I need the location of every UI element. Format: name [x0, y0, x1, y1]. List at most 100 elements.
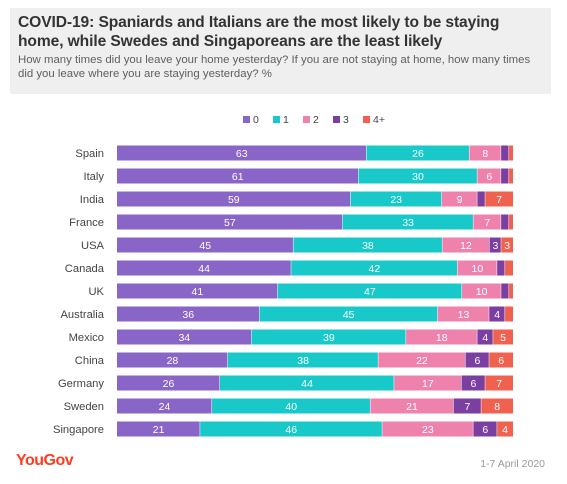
bar-segment-india-3 — [477, 191, 486, 207]
legend: 0 1 2 3 4+ — [243, 114, 385, 126]
chart-subtitle: How many times did you leave your home y… — [18, 54, 531, 80]
data-label-india-1: 23 — [390, 194, 402, 206]
data-label-usa-2: 12 — [460, 240, 472, 252]
data-label-australia-0: 36 — [182, 309, 194, 321]
bar-segment-usa-4plus — [501, 237, 513, 253]
bar-segment-canada-4plus — [505, 260, 513, 276]
data-label-italy-1: 30 — [412, 171, 424, 183]
legend-label-2: 2 — [313, 114, 319, 126]
bar-segment-mexico-3 — [477, 329, 494, 345]
data-label-mexico-3: 4 — [482, 332, 488, 344]
data-label-spain-0: 63 — [236, 148, 248, 160]
bar-segment-france-3 — [501, 214, 510, 230]
data-label-germany-1: 44 — [301, 378, 313, 390]
bar-segment-germany-4plus — [485, 375, 513, 391]
bar-segment-germany-3 — [461, 375, 486, 391]
data-label-germany-0: 26 — [163, 378, 175, 390]
bar-segment-australia-2 — [437, 306, 490, 322]
bar-segment-canada-3 — [497, 260, 506, 276]
data-label-germany-3: 6 — [470, 378, 476, 390]
bar-segment-australia-3 — [489, 306, 506, 322]
data-label-france-0: 57 — [224, 217, 236, 229]
data-label-singapore-2: 23 — [422, 424, 434, 436]
legend-label-1: 1 — [283, 114, 289, 126]
data-label-sweden-1: 40 — [285, 401, 297, 413]
yougov-logo: YouGov — [16, 452, 74, 469]
bar-segment-usa-0 — [117, 237, 294, 253]
data-label-france-1: 33 — [402, 217, 414, 229]
category-label-china: China — [75, 355, 105, 367]
data-label-sweden-0: 24 — [159, 401, 171, 413]
data-label-france-2: 7 — [484, 217, 490, 229]
legend-swatch-1 — [273, 116, 280, 123]
bar-segment-usa-3 — [489, 237, 502, 253]
data-label-canada-2: 10 — [472, 263, 484, 275]
bar-segment-usa-1 — [293, 237, 443, 253]
data-label-mexico-1: 39 — [323, 332, 335, 344]
data-label-uk-0: 41 — [192, 286, 204, 298]
data-label-usa-1: 38 — [362, 240, 374, 252]
data-label-australia-2: 13 — [458, 309, 470, 321]
category-label-india: India — [80, 194, 105, 206]
bar-segment-sweden-0 — [117, 398, 213, 414]
bar-segment-china-0 — [117, 352, 228, 368]
bar-segment-france-2 — [473, 214, 502, 230]
data-label-usa-4plus: 3 — [504, 240, 510, 252]
bar-segment-sweden-1 — [212, 398, 371, 414]
bar-segment-italy-0 — [117, 168, 359, 184]
data-label-singapore-4plus: 4 — [502, 424, 508, 436]
chart-title: COVID-19: Spaniards and Italians are the… — [18, 14, 500, 50]
category-label-france: France — [69, 217, 104, 229]
bar-segment-singapore-2 — [382, 421, 474, 437]
data-label-spain-1: 26 — [412, 148, 424, 160]
data-label-italy-0: 61 — [232, 171, 244, 183]
data-label-china-0: 28 — [167, 355, 179, 367]
bar-segment-china-1 — [227, 352, 379, 368]
bar-segment-mexico-1 — [251, 329, 407, 345]
data-label-sweden-3: 7 — [465, 401, 471, 413]
bar-segment-spain-3 — [501, 145, 510, 161]
fieldwork-date: 1-7 April 2020 — [480, 458, 545, 470]
bar-segment-india-2 — [441, 191, 478, 207]
bar-segment-usa-2 — [442, 237, 490, 253]
bar-segment-france-1 — [342, 214, 474, 230]
data-label-singapore-0: 21 — [153, 424, 165, 436]
category-label-canada: Canada — [65, 263, 105, 275]
bar-segment-sweden-3 — [453, 398, 482, 414]
data-label-china-4plus: 6 — [498, 355, 504, 367]
data-label-germany-2: 17 — [422, 378, 434, 390]
data-label-singapore-1: 46 — [285, 424, 297, 436]
bar-segment-spain-0 — [117, 145, 367, 161]
bar-segment-germany-0 — [117, 375, 220, 391]
legend-swatch-3 — [333, 116, 340, 123]
bar-segment-uk-1 — [277, 283, 463, 299]
bar-segment-germany-2 — [394, 375, 462, 391]
bar-segment-sweden-4plus — [481, 398, 513, 414]
data-label-india-0: 59 — [228, 194, 240, 206]
bar-segment-singapore-1 — [200, 421, 383, 437]
data-label-singapore-3: 6 — [482, 424, 488, 436]
data-label-china-3: 6 — [474, 355, 480, 367]
data-label-australia-1: 45 — [343, 309, 355, 321]
legend-label-4plus: 4+ — [373, 114, 385, 126]
bar-segment-canada-1 — [291, 260, 458, 276]
legend-swatch-4plus — [363, 116, 370, 123]
category-label-usa: USA — [81, 240, 105, 252]
legend-swatch-2 — [303, 116, 310, 123]
data-label-mexico-2: 18 — [436, 332, 448, 344]
bar-segment-uk-2 — [462, 283, 502, 299]
bar-segment-canada-0 — [117, 260, 292, 276]
header-panel: COVID-19: Spaniards and Italians are the… — [10, 8, 551, 94]
data-label-canada-0: 44 — [198, 263, 210, 275]
bar-segment-uk-0 — [117, 283, 278, 299]
category-label-germany: Germany — [58, 378, 104, 390]
bar-segment-china-4plus — [489, 352, 513, 368]
bar-segment-uk-3 — [501, 283, 510, 299]
data-label-usa-3: 3 — [492, 240, 498, 252]
bar-segment-france-4plus — [509, 214, 513, 230]
bar-segment-singapore-4plus — [497, 421, 513, 437]
bar-segment-singapore-3 — [473, 421, 498, 437]
bar-segment-india-0 — [117, 191, 351, 207]
